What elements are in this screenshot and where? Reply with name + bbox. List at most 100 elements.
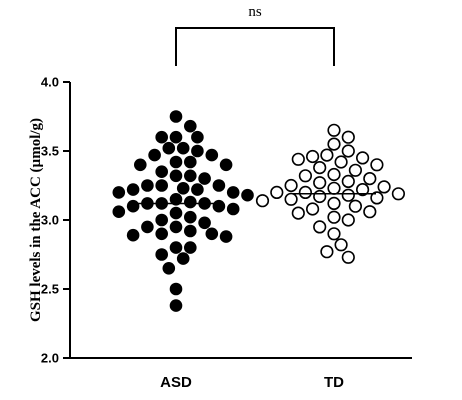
bracket-line <box>175 27 335 66</box>
asd-data-point <box>226 202 240 216</box>
asd-data-point <box>169 206 183 220</box>
td-data-point <box>341 174 355 188</box>
asd-data-point <box>162 141 176 155</box>
td-data-point <box>363 172 377 186</box>
td-data-point <box>313 220 327 234</box>
td-data-point <box>327 137 341 151</box>
td-data-point <box>327 123 341 137</box>
asd-data-point <box>112 205 126 218</box>
td-data-point <box>327 227 341 241</box>
y-tick-label: 3.0 <box>41 213 59 228</box>
td-data-point <box>356 151 370 165</box>
asd-data-point <box>184 155 197 169</box>
asd-data-point <box>219 230 233 243</box>
td-data-point <box>306 149 320 164</box>
asd-data-point <box>148 148 161 162</box>
td-data-point <box>341 250 355 264</box>
x-category-label: ASD <box>160 374 192 391</box>
asd-data-point <box>191 183 204 196</box>
td-data-point <box>334 155 348 169</box>
asd-data-point <box>162 262 176 275</box>
asd-data-point <box>176 252 190 265</box>
td-data-point <box>327 167 341 182</box>
y-ticks: 2.0 2.5 3.0 3.5 4.0 <box>41 75 70 366</box>
td-data-point <box>341 144 355 158</box>
asd-data-point <box>169 130 183 144</box>
td-data-point <box>320 148 334 162</box>
asd-data-point <box>176 141 190 155</box>
td-data-point <box>320 245 334 259</box>
asd-data-point <box>155 165 168 178</box>
asd-data-point <box>184 224 197 238</box>
td-data-point <box>255 194 270 208</box>
median-lines <box>134 193 376 205</box>
td-data-point <box>356 183 370 197</box>
asd-data-point <box>155 227 168 241</box>
td-data-point <box>298 169 313 183</box>
td-data-point <box>391 187 406 201</box>
axes <box>69 82 412 359</box>
td-data-point <box>313 189 327 204</box>
td-data-point <box>313 161 327 175</box>
td-data-point <box>306 202 320 216</box>
asd-data-point <box>169 155 183 169</box>
td-data-point <box>377 180 391 194</box>
significance-label: ns <box>248 4 262 20</box>
asd-data-point <box>219 158 233 172</box>
asd-data-point <box>205 227 219 241</box>
asd-data-point <box>184 210 197 224</box>
td-data-point <box>291 152 305 166</box>
td-data-point <box>313 176 327 190</box>
asd-data-point <box>212 179 226 192</box>
td-data-point <box>284 192 298 206</box>
asd-data-point <box>155 130 168 144</box>
asd-data-point <box>205 148 219 162</box>
td-data-point <box>370 191 384 205</box>
td-data-point <box>291 206 305 220</box>
asd-data-point <box>126 199 140 213</box>
asd-data-point <box>191 144 204 158</box>
asd-data-point <box>141 179 154 192</box>
asd-data-point <box>169 241 183 254</box>
td-data-point <box>348 163 363 177</box>
td-data-point <box>370 158 384 172</box>
asd-data-point <box>176 182 190 195</box>
td-data-point <box>327 196 341 210</box>
asd-data-point <box>155 248 168 261</box>
asd-data-point <box>198 172 211 185</box>
y-tick-label: 2.5 <box>41 282 59 297</box>
asd-data-point <box>112 186 126 199</box>
y-tick-label: 3.5 <box>41 144 59 159</box>
asd-data-point <box>184 169 197 183</box>
asd-data-point <box>169 110 183 123</box>
asd-data-point <box>134 158 147 172</box>
asd-data-point <box>191 130 204 144</box>
td-data-point <box>334 238 348 252</box>
asd-data-point <box>226 186 240 199</box>
x-category-labels: ASD TD <box>160 374 344 391</box>
asd-data-point <box>241 188 254 202</box>
asd-data-point <box>155 179 168 192</box>
y-axis-label: GSH levels in the ACC (µmol/g) <box>28 118 44 322</box>
y-tick-label: 2.0 <box>41 351 59 366</box>
td-data-point <box>341 188 355 202</box>
y-tick-label: 4.0 <box>41 75 59 90</box>
td-data-point <box>270 185 284 199</box>
td-data-point <box>341 130 355 144</box>
asd-data-point <box>169 220 183 234</box>
asd-data-point <box>169 299 183 312</box>
td-data-point <box>341 213 355 227</box>
asd-data-point <box>169 169 183 183</box>
asd-data-point <box>184 195 197 209</box>
td-data-point <box>327 181 341 195</box>
td-data-point <box>298 185 313 199</box>
td-data-point <box>284 178 298 193</box>
x-category-label: TD <box>324 374 344 391</box>
td-data-point <box>348 199 363 213</box>
td-data-point <box>327 210 341 224</box>
asd-data-point <box>212 199 226 213</box>
asd-data-point <box>169 193 183 206</box>
td-data-point <box>363 205 377 219</box>
